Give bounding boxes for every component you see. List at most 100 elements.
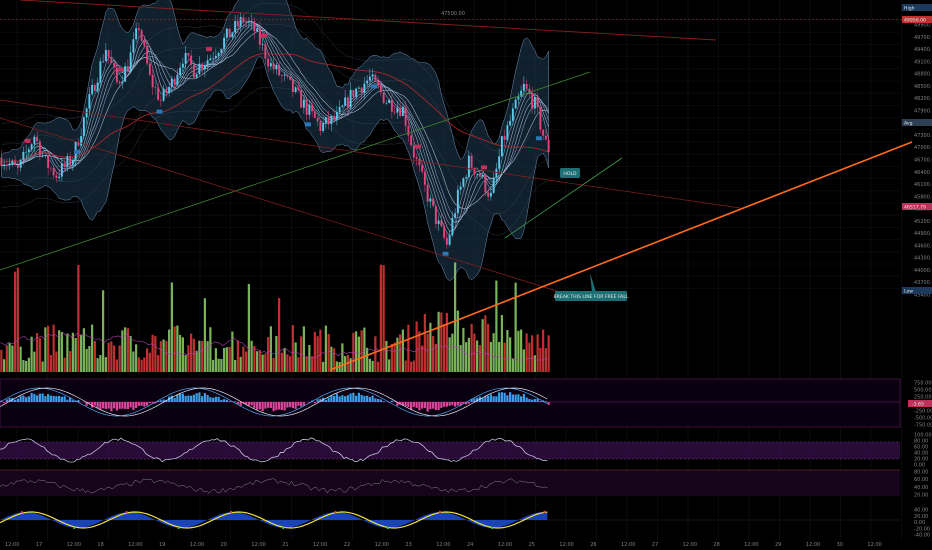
volume-bar [459, 345, 462, 372]
volume-bar [49, 355, 52, 372]
candle-body [316, 117, 319, 122]
wave-signal-line [0, 511, 548, 529]
x-tick-label: 23 [405, 542, 411, 548]
candle-body [437, 220, 440, 225]
macd-histogram-bar [212, 397, 215, 402]
volume-bar [55, 351, 58, 372]
candle-body [275, 65, 278, 70]
y-tick-label: 49900.00 [914, 23, 932, 29]
volume-bar [547, 335, 550, 372]
x-tick-label: 12:00 [67, 542, 81, 548]
candle-body [239, 17, 242, 27]
macd-histogram-bar [258, 402, 261, 410]
macd-histogram-bar [140, 402, 143, 406]
candle-body [459, 186, 462, 190]
macd-histogram-bar [25, 397, 28, 402]
candle-body [228, 28, 231, 38]
macd-histogram-bar [69, 397, 72, 402]
trendlines[interactable] [0, 0, 913, 371]
volume-bar [393, 342, 396, 372]
candle-body [467, 155, 470, 178]
x-tick-label: 12:00 [559, 542, 573, 548]
candle-body [324, 117, 327, 124]
candle-body [404, 106, 407, 126]
candle-body [104, 49, 107, 62]
volume-bar [324, 325, 327, 372]
candle-body [236, 21, 239, 27]
y-tick-label: 47900.00 [914, 108, 932, 114]
macd-histogram-bar [355, 395, 358, 402]
volume-bar [247, 283, 250, 372]
macd-histogram-bar [38, 393, 41, 402]
macd-histogram-bar [432, 402, 435, 409]
red-resistance-trendline [19, 0, 717, 41]
x-tick-label: 12:00 [128, 542, 142, 548]
candle-body [214, 55, 217, 58]
volume-bar [33, 351, 36, 372]
macd-histogram-bar [107, 402, 110, 409]
y-tick-label: 49700.00 [914, 35, 932, 41]
volume-bar [146, 348, 149, 372]
candle-body [327, 117, 330, 125]
y-tick-label: 60.00 [914, 477, 928, 483]
volume-bar [426, 334, 429, 372]
osc2-pane[interactable] [0, 469, 900, 496]
wave-cross-dot [438, 510, 442, 514]
volume-bar [102, 290, 105, 372]
candle-body [500, 136, 503, 157]
y-tick-label: 43400.00 [914, 293, 932, 299]
macd-current-tag: -3.65 [908, 400, 932, 408]
macd-pane[interactable] [0, 378, 901, 428]
wave-pane[interactable] [0, 510, 900, 530]
volume-bar [368, 358, 371, 372]
volume-bar [454, 262, 457, 372]
volume-bar [473, 333, 476, 372]
macd-histogram-bar [179, 393, 182, 402]
volume-bar [269, 326, 272, 372]
volume-bar [58, 330, 61, 372]
volume-bar [440, 312, 443, 372]
macd-histogram-bar [33, 394, 36, 402]
x-tick-label: 18 [97, 542, 103, 548]
volume-bar [275, 336, 278, 372]
x-tick-label: 12:00 [621, 542, 635, 548]
macd-histogram-bar [330, 395, 333, 402]
buy-signal-tag [156, 109, 163, 114]
rsi-pane[interactable] [0, 437, 900, 463]
y-tick-label: 80.00 [914, 439, 928, 445]
hold-support-trendline [504, 157, 623, 239]
macd-histogram-bar [302, 402, 305, 406]
candle-body [407, 125, 410, 136]
volume-bar [341, 343, 344, 372]
volume-bar [272, 357, 275, 372]
volume-bar [126, 328, 129, 372]
candle-body [52, 168, 55, 176]
candle-body [190, 55, 193, 65]
volume-bar [423, 313, 426, 372]
volume-bar [148, 352, 151, 372]
macd-histogram-bar [462, 402, 465, 404]
candle-body [289, 76, 292, 80]
volume-bar [245, 351, 248, 372]
volume-pane[interactable] [0, 262, 550, 372]
candle-body [80, 136, 83, 146]
macd-histogram-bar [313, 402, 316, 404]
macd-histogram-bar [467, 402, 470, 404]
break-line-callout[interactable]: BREAK THIS LINE FOR FREE FALL [553, 273, 629, 301]
candle-body [368, 76, 371, 81]
price-pane[interactable] [0, 0, 902, 282]
volume-bar [412, 360, 415, 372]
candle-body [305, 99, 308, 115]
y-tick-label: -500.00 [914, 416, 932, 422]
hold-callout[interactable]: HOLD [560, 168, 580, 178]
volume-bar [124, 327, 127, 372]
y-tick-label: 45800.00 [914, 194, 932, 200]
candle-body [294, 87, 297, 93]
volume-bar [289, 356, 292, 372]
candle-body [291, 79, 294, 93]
volume-ma-line [0, 332, 548, 361]
macd-histogram-bar [49, 395, 52, 402]
macd-histogram-bar [533, 399, 536, 402]
volume-bar [528, 342, 531, 372]
macd-histogram-bar [236, 402, 239, 405]
